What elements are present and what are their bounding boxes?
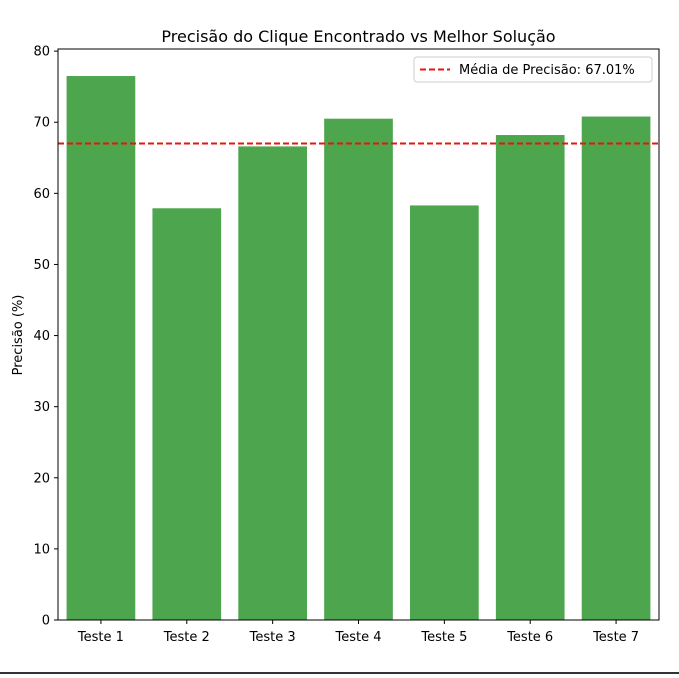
bar-7 [581, 116, 651, 621]
y-tick-label: 10 [33, 542, 50, 557]
bar-4 [324, 118, 393, 620]
y-tick-label: 80 [33, 45, 50, 60]
y-axis-label: Precisão (%) [11, 295, 26, 376]
bottom-divider [0, 672, 679, 674]
y-tick-label: 70 [33, 116, 50, 131]
y-tick-label: 20 [33, 471, 50, 486]
legend-entry-label: Média de Precisão: 67.01% [459, 63, 635, 78]
y-tick-label: 50 [33, 258, 50, 273]
chart-title: Precisão do Clique Encontrado vs Melhor … [161, 27, 555, 46]
bar-1 [66, 76, 136, 620]
y-tick-label: 30 [33, 400, 50, 415]
bars-layer [66, 76, 651, 621]
y-tick-label: 40 [33, 329, 50, 344]
x-ticks: Teste 1 Teste 2 Teste 3 Teste 4 Teste 5 Teste… [77, 620, 639, 645]
x-tick-label: Teste 6 [506, 630, 553, 645]
bar-3 [238, 146, 307, 621]
x-tick-label: Teste 1 [77, 630, 124, 645]
x-tick-label: Teste 7 [592, 630, 639, 645]
y-tick-label: 60 [33, 187, 50, 202]
y-ticks: 0 10 20 30 40 50 60 70 80 [33, 45, 58, 629]
x-tick-label: Teste 2 [163, 630, 210, 645]
x-tick-label: Teste 3 [249, 630, 296, 645]
x-tick-label: Teste 5 [420, 630, 467, 645]
y-tick-label: 0 [42, 614, 50, 629]
legend: Média de Precisão: 67.01% [413, 56, 653, 83]
bar-2 [152, 208, 222, 620]
bar-6 [495, 135, 565, 621]
bar-5 [410, 205, 479, 620]
x-tick-label: Teste 4 [334, 630, 381, 645]
legend-box [413, 56, 653, 83]
